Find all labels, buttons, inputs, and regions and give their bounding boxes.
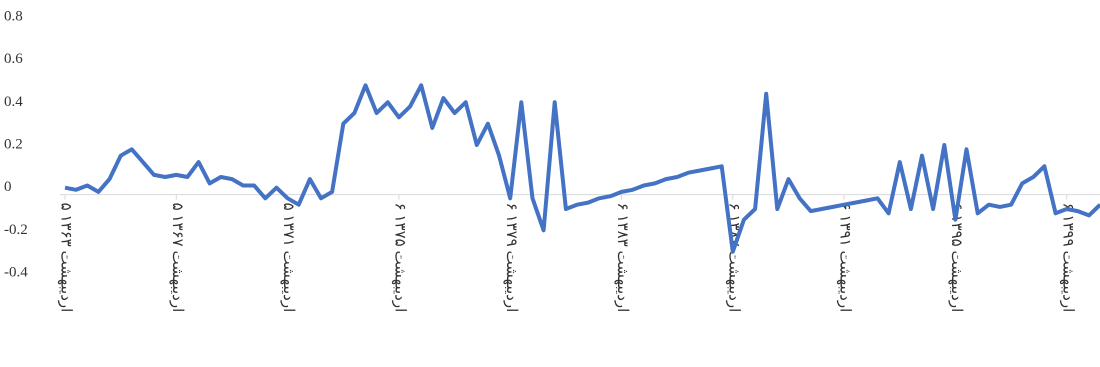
x-tick-label: ۶ اردیبهشت ۱۳۹۹ [1059, 203, 1075, 313]
y-tick-label: 0 [4, 179, 12, 195]
x-tick-label: ۶ اردیبهشت ۱۳۹۱ [837, 203, 853, 313]
y-tick-label: -0.4 [4, 264, 28, 280]
x-tick-label: ۶ اردیبهشت ۱۳۸۳ [614, 203, 630, 313]
x-tick-label: ۶ اردیبهشت ۱۳۷۹ [503, 203, 519, 313]
y-tick-label: 0.6 [4, 51, 23, 67]
x-tick-label: ۶ اردیبهشت ۱۳۹۵ [948, 203, 964, 313]
y-tick-label: 0.8 [4, 8, 23, 24]
x-tick-label: ۵ اردیبهشت ۱۳۶۳ [58, 203, 74, 313]
y-tick-label: -0.2 [4, 222, 28, 238]
y-tick-label: 0.2 [4, 136, 23, 152]
y-tick-label: 0.4 [4, 94, 23, 110]
line [64, 83, 1100, 254]
x-tick-label: ۶ اردیبهشت ۱۳۷۵ [391, 203, 407, 313]
x-tick-label: ۵ اردیبهشت ۱۳۶۷ [169, 203, 185, 313]
x-tick-label: ۵ اردیبهشت ۱۳۷۱ [280, 203, 296, 313]
